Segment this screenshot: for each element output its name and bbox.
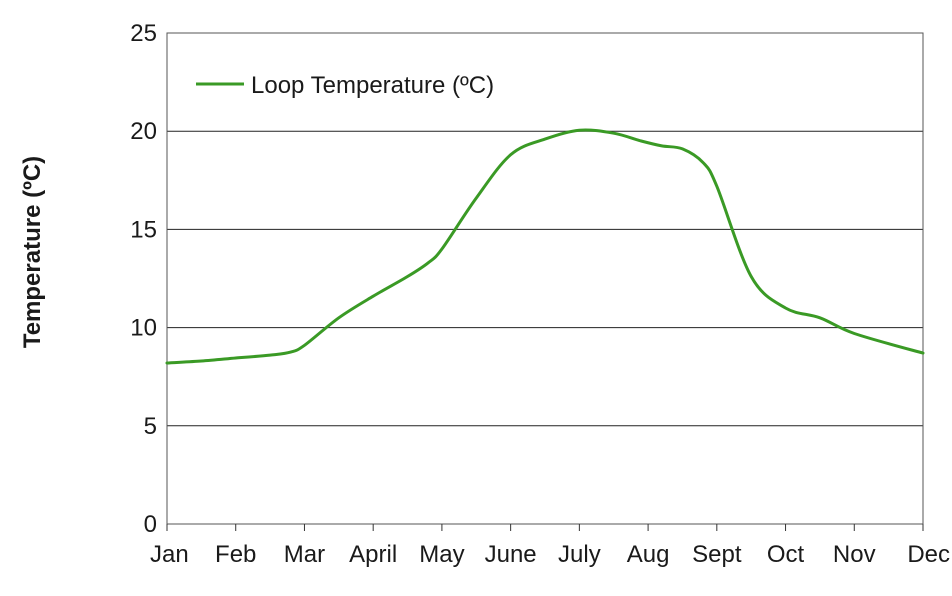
x-axis-ticks [166,524,924,531]
x-tick-label: Aug [627,541,670,568]
x-tick-label: June [485,541,537,568]
x-tick-label: Dec [907,541,950,568]
y-axis-label: Temperature (ºC) [19,156,46,348]
x-tick-label: Oct [767,541,805,568]
plot-area-frame [166,32,924,525]
x-tick-label: Mar [284,541,325,568]
y-tick-label: 15 [130,216,157,243]
series-line-loop-temperature [165,128,925,365]
x-tick-label: Feb [215,541,256,568]
y-tick-label: 25 [130,20,157,47]
y-tick-label: 10 [130,315,157,342]
x-tick-label: May [419,541,464,568]
x-axis-tick-labels: Jan Feb Mar April May June July Aug Sept Oct Nov De… [150,541,950,568]
y-axis-tick-labels: 0 5 10 15 20 25 [130,20,157,538]
x-tick-label: April [349,541,397,568]
grid-lines [167,130,923,427]
y-tick-label: 0 [144,511,157,538]
x-tick-label: July [558,541,601,568]
x-tick-label: Nov [833,541,876,568]
x-tick-label: Sept [692,541,742,568]
x-tick-label: Jan [150,541,189,568]
y-tick-label: 5 [144,413,157,440]
legend: Loop Temperature (ºC) [196,72,494,99]
legend-label: Loop Temperature (ºC) [251,72,494,99]
y-tick-label: 20 [130,118,157,145]
